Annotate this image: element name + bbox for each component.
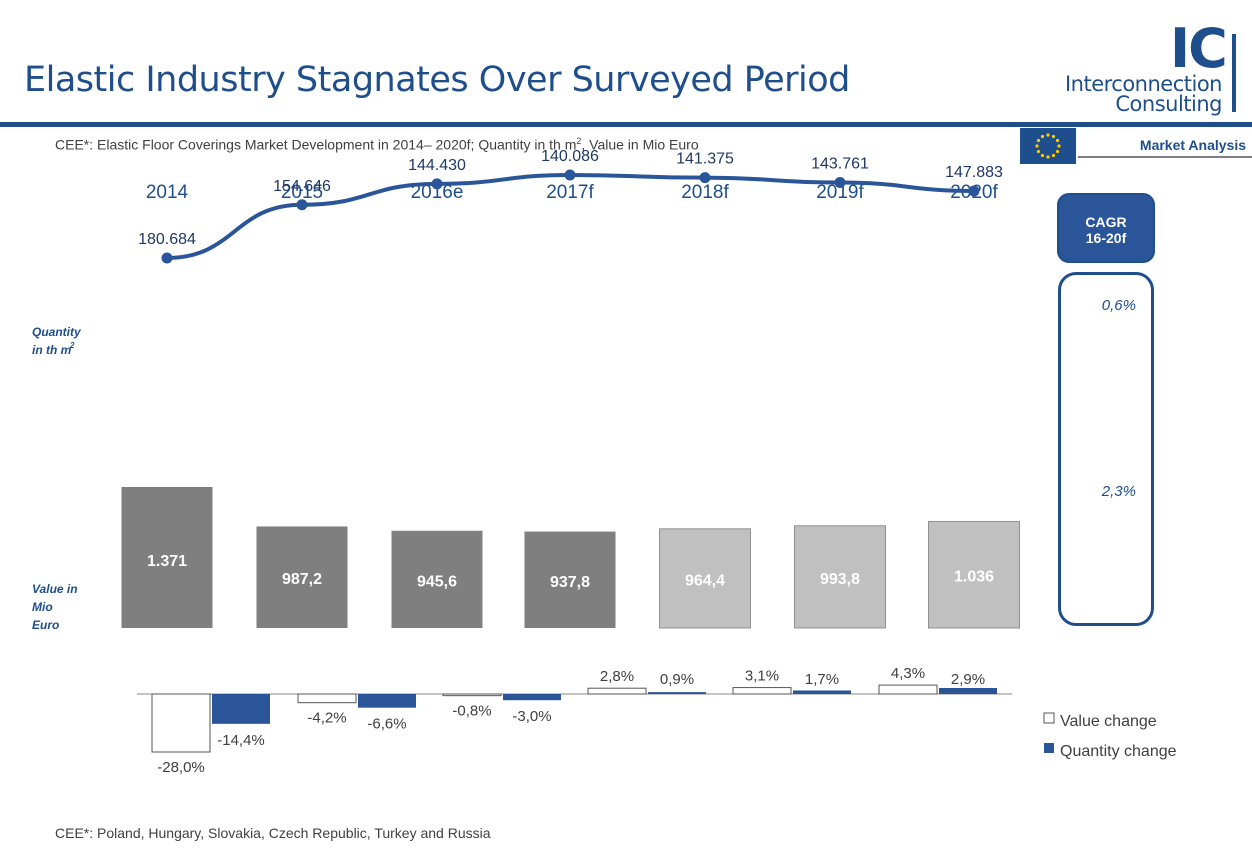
quantity-label: 147.883 xyxy=(945,164,1003,181)
value-change-label: -28,0% xyxy=(157,759,205,776)
value-axis-label: Mio xyxy=(32,600,53,614)
quantity-change-label: 1,7% xyxy=(805,671,839,688)
year-label: 2018f xyxy=(681,182,729,203)
value-bar xyxy=(256,526,348,628)
flag-star xyxy=(1055,149,1060,154)
value-change-label: 2,8% xyxy=(600,668,634,685)
logo-bar xyxy=(1232,34,1236,112)
quantity-change-bar xyxy=(939,687,997,694)
value-change-bar xyxy=(297,693,357,704)
value-bar xyxy=(391,530,483,628)
value-bar-label: 1.371 xyxy=(147,553,187,570)
legend-value-label: Value change xyxy=(1060,713,1157,730)
value-bar xyxy=(121,487,213,628)
quantity-change-label: -6,6% xyxy=(367,716,406,733)
footer-note: CEE*: Poland, Hungary, Slovakia, Czech R… xyxy=(55,825,491,841)
flag-star xyxy=(1046,133,1050,137)
value-change-bar xyxy=(732,687,792,695)
value-bar-label: 964,4 xyxy=(685,572,725,589)
value-change-bar xyxy=(442,693,502,697)
value-bar xyxy=(524,531,616,628)
year-label: 2019f xyxy=(816,182,864,203)
flag-star xyxy=(1035,144,1039,148)
legend-value-swatch xyxy=(1043,712,1055,724)
legend-quantity-swatch xyxy=(1044,743,1054,753)
value-bar xyxy=(659,528,751,629)
quantity-change-bar xyxy=(793,690,851,694)
quantity-axis-label: Quantity xyxy=(32,325,82,339)
quantity-axis-unit: in th m xyxy=(32,343,72,357)
value-change-bar xyxy=(151,693,211,753)
quantity-change-bar xyxy=(648,692,706,694)
quantity-point xyxy=(699,172,711,184)
quantity-point xyxy=(161,252,173,264)
year-label: 2014 xyxy=(146,182,189,203)
flag-star xyxy=(1051,134,1056,139)
quantity-point xyxy=(564,169,576,181)
value-axis-label: Euro xyxy=(32,618,59,632)
flag-star xyxy=(1055,138,1060,143)
logo-line2: Consulting xyxy=(1115,92,1222,116)
value-bar-label: 1.036 xyxy=(954,569,994,586)
value-bar-label: 937,8 xyxy=(550,574,590,591)
value-bar xyxy=(928,520,1020,629)
section-label: Market Analysis xyxy=(1139,137,1246,153)
quantity-change-label: -14,4% xyxy=(217,732,265,749)
legend-quantity-label: Quantity change xyxy=(1060,743,1177,760)
value-bar-label: 945,6 xyxy=(417,573,457,590)
quantity-point xyxy=(431,178,443,190)
year-label: 2017f xyxy=(546,182,594,203)
chart-subtitle: CEE*: Elastic Floor Coverings Market Dev… xyxy=(55,136,699,153)
value-change-label: 4,3% xyxy=(891,665,925,682)
quantity-change-label: 0,9% xyxy=(660,671,694,688)
value-change-bar xyxy=(587,687,647,695)
year-label: 2015 xyxy=(281,182,323,203)
cagr-value: 2,3% xyxy=(1101,483,1136,500)
flag-star xyxy=(1051,153,1056,158)
quantity-change-bar xyxy=(503,694,561,701)
quantity-label: 141.375 xyxy=(676,151,734,168)
value-bar-label: 993,8 xyxy=(820,571,860,588)
value-change-label: -0,8% xyxy=(452,703,491,720)
quantity-label: 144.430 xyxy=(408,157,466,174)
cagr-quantity: 0,6% xyxy=(1101,297,1136,314)
cagr-header: CAGR 16-20f xyxy=(1057,193,1155,263)
quantity-change-label: 2,9% xyxy=(951,671,985,688)
logo-mark: IC xyxy=(1170,17,1228,80)
quantity-point xyxy=(296,199,308,211)
eu-flag-icon xyxy=(1020,128,1076,164)
quantity-change-bar xyxy=(212,694,270,724)
quantity-change-bar xyxy=(358,694,416,708)
quantity-point xyxy=(968,185,980,197)
value-change-label: 3,1% xyxy=(745,668,779,685)
value-change-bar xyxy=(878,684,938,695)
value-bar xyxy=(794,525,886,629)
flag-star xyxy=(1040,153,1045,158)
header-rule xyxy=(0,122,1252,127)
quantity-label: 180.684 xyxy=(138,231,196,248)
quantity-label: 143.761 xyxy=(811,156,869,173)
flag-star xyxy=(1046,155,1050,159)
quantity-point xyxy=(834,177,846,189)
value-axis-label: Value in xyxy=(32,582,78,596)
page-title: Elastic Industry Stagnates Over Surveyed… xyxy=(24,60,850,100)
flag-star xyxy=(1057,144,1061,148)
value-bar-label: 987,2 xyxy=(282,571,322,588)
flag-star xyxy=(1040,134,1045,139)
quantity-label: 154.646 xyxy=(273,178,331,195)
quantity-axis-sup: 2 xyxy=(69,341,75,350)
section-underline xyxy=(1078,156,1252,158)
cagr-box xyxy=(1058,272,1154,626)
flag-star xyxy=(1036,138,1041,143)
logo-line1: Interconnection xyxy=(1064,72,1223,96)
flag-star xyxy=(1036,149,1041,154)
quantity-label: 140.086 xyxy=(541,148,599,165)
value-change-label: -4,2% xyxy=(307,710,346,727)
year-label: 2016e xyxy=(411,182,464,203)
quantity-change-label: -3,0% xyxy=(512,708,551,725)
